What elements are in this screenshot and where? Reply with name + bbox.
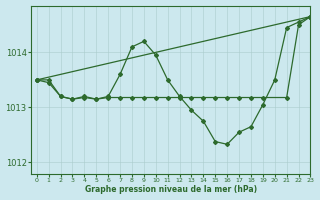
- X-axis label: Graphe pression niveau de la mer (hPa): Graphe pression niveau de la mer (hPa): [84, 185, 257, 194]
